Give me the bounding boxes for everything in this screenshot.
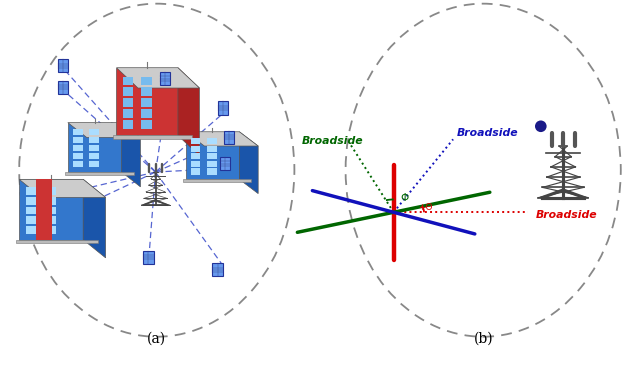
Polygon shape xyxy=(45,206,56,214)
Polygon shape xyxy=(19,179,83,240)
Polygon shape xyxy=(26,226,36,234)
Polygon shape xyxy=(45,187,56,195)
Text: (a): (a) xyxy=(147,332,166,346)
Polygon shape xyxy=(90,137,99,143)
Polygon shape xyxy=(123,98,133,107)
Polygon shape xyxy=(143,251,154,264)
Ellipse shape xyxy=(346,4,621,337)
Polygon shape xyxy=(207,153,216,159)
Polygon shape xyxy=(207,138,216,144)
Polygon shape xyxy=(90,145,99,151)
Polygon shape xyxy=(73,161,83,167)
Polygon shape xyxy=(191,161,200,167)
Polygon shape xyxy=(207,146,216,152)
Polygon shape xyxy=(45,226,56,234)
Polygon shape xyxy=(90,161,99,167)
Ellipse shape xyxy=(19,4,294,337)
Polygon shape xyxy=(178,68,200,156)
Text: Φ: Φ xyxy=(400,193,408,203)
Polygon shape xyxy=(83,179,106,258)
Polygon shape xyxy=(116,68,178,135)
Polygon shape xyxy=(191,138,200,144)
Polygon shape xyxy=(90,153,99,159)
Polygon shape xyxy=(73,145,83,151)
Polygon shape xyxy=(239,132,258,194)
Polygon shape xyxy=(58,59,68,72)
Polygon shape xyxy=(183,179,252,182)
Polygon shape xyxy=(123,109,133,118)
Polygon shape xyxy=(212,263,223,276)
Polygon shape xyxy=(73,153,83,159)
Polygon shape xyxy=(123,76,133,85)
Polygon shape xyxy=(186,132,258,146)
Polygon shape xyxy=(45,197,56,205)
Polygon shape xyxy=(68,123,140,137)
Polygon shape xyxy=(141,109,152,118)
Polygon shape xyxy=(123,120,133,129)
Polygon shape xyxy=(191,153,200,159)
Polygon shape xyxy=(141,98,152,107)
Polygon shape xyxy=(73,129,83,135)
Polygon shape xyxy=(26,206,36,214)
Polygon shape xyxy=(123,87,133,96)
Polygon shape xyxy=(90,129,99,135)
Polygon shape xyxy=(26,216,36,224)
Polygon shape xyxy=(186,132,239,179)
Text: Broadside: Broadside xyxy=(302,135,364,146)
Polygon shape xyxy=(191,168,200,175)
Polygon shape xyxy=(141,120,152,129)
Text: (b): (b) xyxy=(474,332,493,346)
Point xyxy=(536,123,546,129)
Polygon shape xyxy=(220,157,230,170)
Polygon shape xyxy=(36,179,52,240)
Text: Broadside: Broadside xyxy=(456,128,518,138)
Polygon shape xyxy=(191,146,200,152)
Polygon shape xyxy=(224,131,234,144)
Polygon shape xyxy=(113,135,192,139)
Text: +Θ: +Θ xyxy=(418,203,433,212)
Polygon shape xyxy=(68,123,122,172)
Polygon shape xyxy=(26,187,36,195)
Polygon shape xyxy=(218,101,228,115)
Polygon shape xyxy=(19,179,106,198)
Polygon shape xyxy=(73,137,83,143)
Polygon shape xyxy=(65,172,134,175)
Polygon shape xyxy=(141,87,152,96)
Text: Broadside: Broadside xyxy=(536,210,597,220)
Polygon shape xyxy=(207,168,216,175)
Polygon shape xyxy=(116,68,200,88)
Polygon shape xyxy=(45,216,56,224)
Polygon shape xyxy=(16,240,97,243)
Polygon shape xyxy=(207,161,216,167)
Polygon shape xyxy=(122,123,140,187)
Polygon shape xyxy=(141,76,152,85)
Polygon shape xyxy=(58,81,68,94)
Polygon shape xyxy=(26,197,36,205)
Polygon shape xyxy=(160,72,170,85)
